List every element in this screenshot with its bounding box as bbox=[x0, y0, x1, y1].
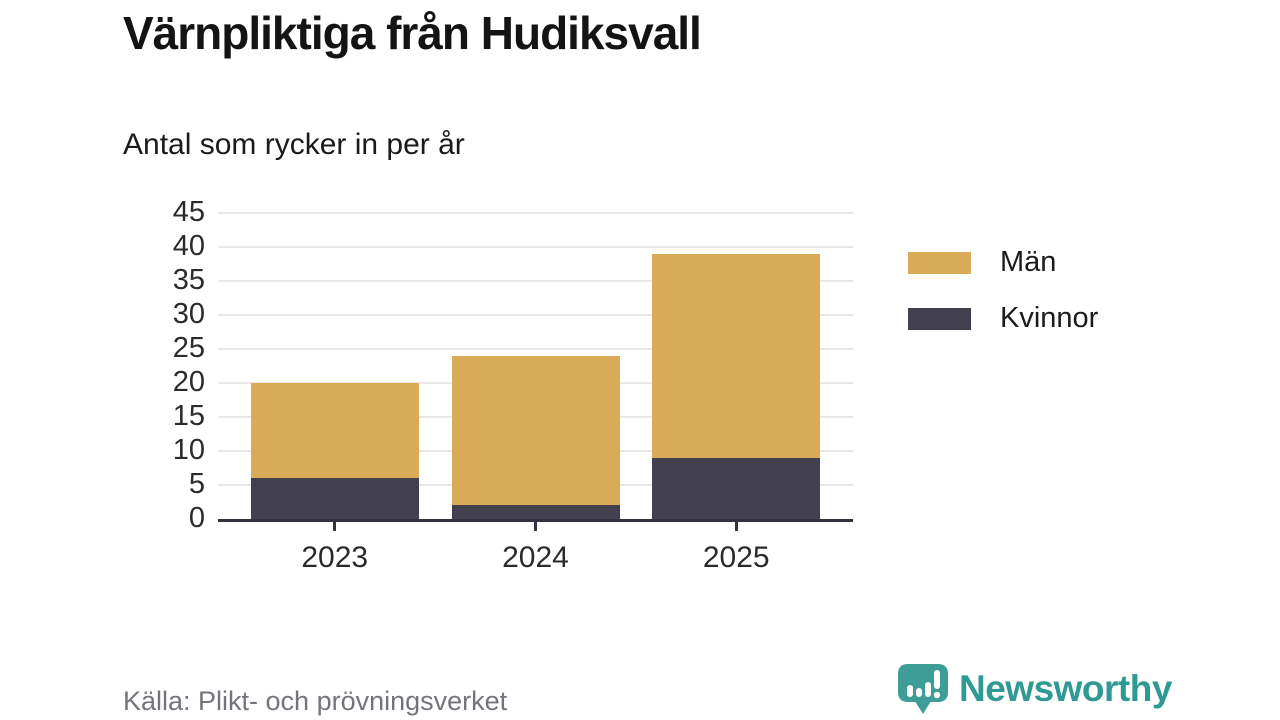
bar-segment-kvinnor bbox=[250, 478, 419, 519]
y-tick-label: 15 bbox=[172, 400, 205, 432]
y-tick-label: 35 bbox=[172, 264, 205, 296]
x-ticks bbox=[218, 519, 853, 531]
x-axis-line bbox=[218, 519, 853, 522]
y-tick-label: 30 bbox=[172, 298, 205, 330]
x-tick-slot bbox=[251, 519, 419, 531]
chart-subtitle: Antal som rycker in per år bbox=[123, 128, 465, 161]
page-title: Värnpliktiga från Hudiksvall bbox=[123, 7, 702, 59]
legend-item-män: Män bbox=[908, 246, 1098, 279]
gridline bbox=[218, 348, 853, 350]
gridline bbox=[218, 246, 853, 248]
source-text: Källa: Plikt- och prövningsverket bbox=[123, 686, 508, 716]
bar-segment-män bbox=[652, 253, 821, 458]
bar-segment-män bbox=[250, 383, 419, 479]
x-tick-label: 2025 bbox=[702, 541, 770, 574]
bar-segment-män bbox=[451, 355, 620, 506]
y-tick-label: 5 bbox=[188, 468, 205, 500]
legend-swatch bbox=[908, 251, 971, 274]
x-tick-mark bbox=[734, 522, 738, 531]
x-labels: 2023 2024 2025 bbox=[218, 541, 853, 575]
gridline bbox=[218, 212, 853, 214]
x-tick-mark bbox=[534, 522, 537, 531]
x-tick-mark bbox=[333, 522, 337, 531]
legend-label: Män bbox=[1000, 246, 1057, 278]
gridline bbox=[218, 280, 853, 282]
x-tick-slot bbox=[652, 519, 820, 531]
y-tick-label: 0 bbox=[188, 502, 205, 534]
x-tick-label: 2024 bbox=[502, 541, 569, 574]
y-tick-label: 25 bbox=[172, 332, 205, 364]
y-tick-label: 20 bbox=[172, 366, 205, 398]
x-tick-label: 2023 bbox=[301, 541, 369, 574]
bar-column-2025 bbox=[652, 253, 821, 519]
brand: Newsworthy bbox=[896, 662, 1172, 716]
y-axis: 0 5 10 15 20 25 30 35 40 45 bbox=[0, 198, 205, 533]
brand-wordmark: Newsworthy bbox=[959, 668, 1172, 709]
x-tick-slot bbox=[452, 519, 620, 531]
bar-column-2023 bbox=[250, 383, 419, 519]
plot-area: 2023 2024 2025 bbox=[218, 212, 853, 574]
bar-segment-kvinnor bbox=[451, 505, 620, 519]
y-tick-label: 45 bbox=[172, 196, 205, 228]
bar-segment-kvinnor bbox=[652, 457, 821, 519]
legend-swatch bbox=[908, 307, 971, 330]
newsworthy-logo-icon bbox=[898, 664, 948, 714]
y-tick-label: 40 bbox=[172, 230, 205, 262]
gridline bbox=[218, 314, 853, 316]
bar-column-2024 bbox=[451, 355, 620, 519]
y-tick-label: 10 bbox=[172, 434, 205, 466]
bars-container bbox=[218, 213, 853, 519]
chart-legend: Män Kvinnor bbox=[908, 246, 1098, 335]
legend-item-kvinnor: Kvinnor bbox=[908, 302, 1098, 335]
legend-label: Kvinnor bbox=[1000, 302, 1099, 334]
